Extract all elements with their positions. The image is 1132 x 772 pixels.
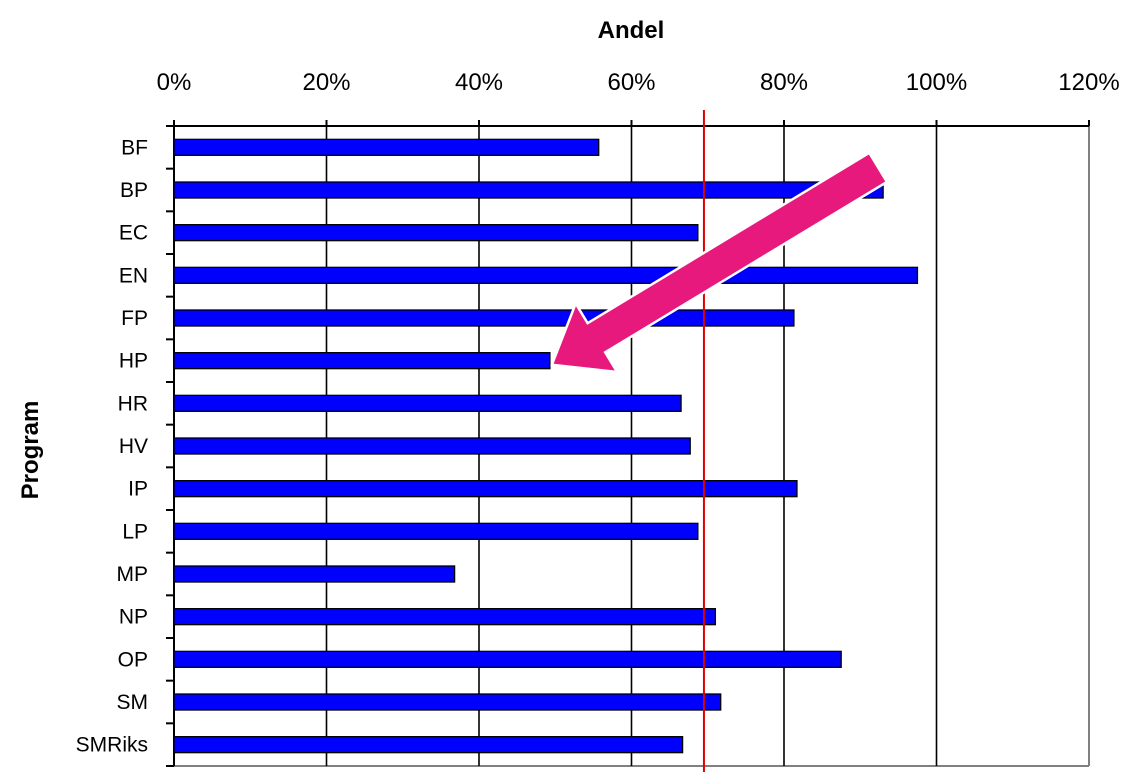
x-axis-ticks: 0% 20% 40% 60% 80% 100% 120% [157, 69, 1120, 126]
category-label: IP [128, 478, 148, 501]
category-label: EC [119, 222, 148, 245]
x-tick-label: 40% [455, 69, 503, 96]
bar-op [173, 650, 842, 668]
annotation-arrow-group [550, 151, 889, 374]
bar-en [173, 266, 919, 284]
bar-sm [173, 693, 722, 711]
category-label: EN [119, 264, 148, 287]
annotation-arrow [550, 151, 889, 374]
category-label: BF [121, 136, 148, 159]
bar-bf [173, 138, 600, 156]
x-tick-label: 60% [607, 69, 655, 96]
bar-bp [173, 181, 884, 199]
x-tick-label: 80% [760, 69, 808, 96]
y-axis-title: Program [17, 401, 44, 500]
bar-smriks [173, 736, 684, 754]
x-tick-label: 100% [906, 69, 967, 96]
bar-ec [173, 224, 699, 242]
bar-hv [173, 437, 691, 455]
x-tick-label: 20% [302, 69, 350, 96]
category-label: HV [119, 435, 148, 458]
category-label: HP [119, 350, 148, 373]
y-axis-ticks [166, 125, 174, 767]
bar-lp [173, 522, 699, 540]
x-tick-label: 0% [157, 69, 192, 96]
category-label: NP [119, 606, 148, 629]
category-label: HR [118, 392, 148, 415]
category-label: FP [121, 307, 148, 330]
bar-hr [173, 394, 682, 412]
bar-np [173, 608, 717, 626]
category-label: SM [117, 691, 149, 714]
bar-fp [173, 309, 795, 327]
category-labels: BF BP EC EN FP HP HR HV IP LP MP NP OP SM SMRiks [76, 136, 148, 756]
category-label: OP [118, 648, 148, 671]
x-tick-label: 120% [1058, 69, 1119, 96]
category-label: MP [117, 563, 149, 586]
bar-mp [173, 565, 456, 583]
category-label: SMRiks [76, 734, 148, 757]
bar-ip [173, 480, 798, 498]
category-label: BP [120, 179, 148, 202]
x-axis-title: Andel [598, 17, 665, 44]
bar-hp [173, 352, 551, 370]
category-label: LP [122, 520, 148, 543]
